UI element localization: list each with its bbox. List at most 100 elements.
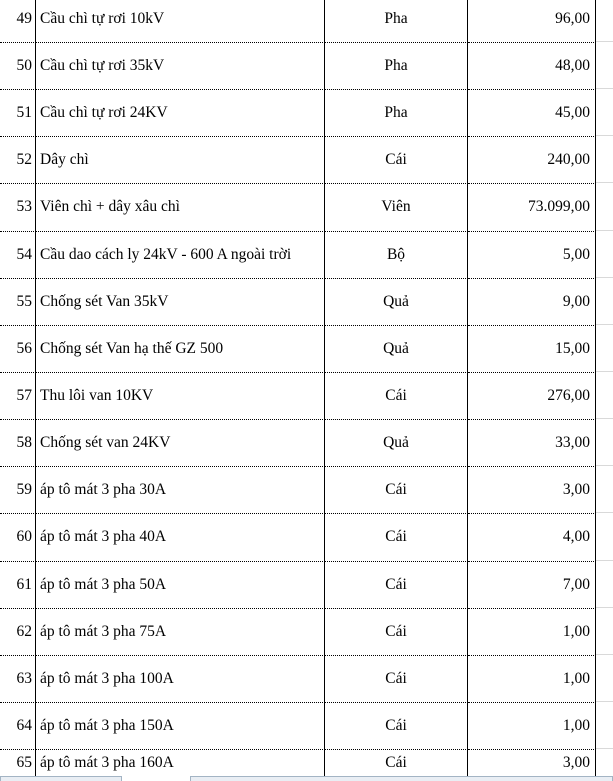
table-row: 55 Chống sét Van 35kV Quả 9,00 [0, 278, 613, 326]
cell-description[interactable]: Dây chì [36, 137, 325, 185]
cell-unit[interactable]: Quả [325, 325, 468, 373]
gridline-strip [596, 137, 613, 184]
cell-row-number[interactable]: 50 [0, 43, 36, 91]
cell-row-number[interactable]: 57 [0, 372, 36, 421]
gridline-strip [596, 750, 613, 776]
cell-row-number[interactable]: 51 [0, 90, 36, 138]
cell-quantity[interactable]: 7,00 [468, 561, 596, 609]
cell-row-number[interactable]: 53 [0, 184, 36, 232]
cell-row-number[interactable]: 65 [0, 750, 36, 777]
table-row: 53 Viên chì + dây xâu chì Viên 73.099,00 [0, 184, 613, 232]
gridline-strip [596, 184, 613, 231]
cell-description[interactable]: áp tô mát 3 pha 40A [36, 514, 325, 562]
cell-quantity[interactable]: 4,00 [468, 514, 596, 562]
cell-description[interactable]: áp tô mát 3 pha 100A [36, 655, 325, 703]
cell-description[interactable]: Cầu chì tự rơi 10kV [36, 0, 325, 43]
gridline-strip [596, 420, 613, 467]
gridline-strip [596, 467, 613, 514]
gridline-strip [596, 0, 613, 43]
next-row-cell-fragment-right [190, 776, 613, 781]
cell-quantity[interactable]: 48,00 [468, 43, 596, 91]
cell-row-number[interactable]: 59 [0, 467, 36, 515]
cell-unit[interactable]: Cái [325, 608, 468, 656]
gridline-strip [596, 279, 613, 326]
gridline-strip [596, 373, 613, 420]
table-row: 56 Chống sét Van hạ thế GZ 500 Quả 15,00 [0, 325, 613, 373]
cell-description[interactable]: Cầu chì tự rơi 24KV [36, 90, 325, 138]
cell-unit[interactable]: Cái [325, 655, 468, 703]
cell-row-number[interactable]: 54 [0, 231, 36, 279]
cell-row-number[interactable]: 61 [0, 561, 36, 609]
cell-description[interactable]: Cầu chì tự rơi 35kV [36, 43, 325, 91]
gridline-strip [596, 514, 613, 561]
cell-quantity[interactable]: 96,00 [468, 0, 596, 43]
gridline-strip [596, 90, 613, 137]
cell-unit[interactable]: Pha [325, 90, 468, 138]
cell-unit[interactable]: Pha [325, 43, 468, 91]
cell-unit[interactable]: Cái [325, 137, 468, 185]
cell-unit[interactable]: Cái [325, 702, 468, 751]
cell-quantity[interactable]: 3,00 [468, 467, 596, 515]
cell-description[interactable]: Chống sét van 24KV [36, 420, 325, 468]
cell-unit[interactable]: Cái [325, 514, 468, 562]
cell-description[interactable]: áp tô mát 3 pha 50A [36, 561, 325, 609]
gridline-strip [596, 609, 613, 656]
gridline-strip [596, 43, 613, 90]
cell-unit[interactable]: Quả [325, 278, 468, 326]
cell-description[interactable]: áp tô mát 3 pha 75A [36, 608, 325, 656]
gridline-strip [596, 656, 613, 703]
cell-row-number[interactable]: 63 [0, 655, 36, 703]
table-row: 63 áp tô mát 3 pha 100A Cái 1,00 [0, 655, 613, 703]
gridline-strip [596, 326, 613, 373]
cell-unit[interactable]: Cái [325, 561, 468, 609]
cell-row-number[interactable]: 56 [0, 325, 36, 373]
table-row: 57 Thu lôi van 10KV Cái 276,00 [0, 372, 613, 421]
cell-row-number[interactable]: 58 [0, 420, 36, 468]
table-row: 58 Chống sét van 24KV Quả 33,00 [0, 420, 613, 468]
cell-description[interactable]: Chống sét Van hạ thế GZ 500 [36, 325, 325, 373]
table-row: 65 áp tô mát 3 pha 160A Cái 3,00 [0, 750, 613, 777]
table-row: 62 áp tô mát 3 pha 75A Cái 1,00 [0, 608, 613, 656]
cell-quantity[interactable]: 33,00 [468, 420, 596, 468]
cell-unit[interactable]: Cái [325, 372, 468, 421]
cell-row-number[interactable]: 64 [0, 702, 36, 751]
cell-quantity[interactable]: 1,00 [468, 608, 596, 656]
table-row: 49 Cầu chì tự rơi 10kV Pha 96,00 [0, 0, 613, 43]
cell-quantity[interactable]: 1,00 [468, 702, 596, 751]
cell-unit[interactable]: Quả [325, 420, 468, 468]
table-row: 50 Cầu chì tự rơi 35kV Pha 48,00 [0, 43, 613, 91]
cell-quantity[interactable]: 276,00 [468, 372, 596, 421]
cell-unit[interactable]: Bộ [325, 231, 468, 279]
cell-description[interactable]: Thu lôi van 10KV [36, 372, 325, 421]
cell-quantity[interactable]: 5,00 [468, 231, 596, 279]
cell-unit[interactable]: Viên [325, 184, 468, 232]
cell-quantity[interactable]: 3,00 [468, 750, 596, 777]
cell-quantity[interactable]: 73.099,00 [468, 184, 596, 232]
cell-unit[interactable]: Cái [325, 467, 468, 515]
next-row-cell-fragment-left [0, 776, 122, 781]
cell-description[interactable]: Cầu dao cách ly 24kV - 600 A ngoài trời [36, 231, 325, 279]
cell-quantity[interactable]: 240,00 [468, 137, 596, 185]
cell-unit[interactable]: Cái [325, 750, 468, 777]
table-row: 54 Cầu dao cách ly 24kV - 600 A ngoài tr… [0, 231, 613, 279]
cell-row-number[interactable]: 52 [0, 137, 36, 185]
cell-row-number[interactable]: 60 [0, 514, 36, 562]
table-row: 64 áp tô mát 3 pha 150A Cái 1,00 [0, 702, 613, 751]
cell-quantity[interactable]: 9,00 [468, 278, 596, 326]
cell-quantity[interactable]: 1,00 [468, 655, 596, 703]
cell-description[interactable]: Chống sét Van 35kV [36, 278, 325, 326]
cell-row-number[interactable]: 55 [0, 278, 36, 326]
table-row: 61 áp tô mát 3 pha 50A Cái 7,00 [0, 561, 613, 609]
cell-row-number[interactable]: 49 [0, 0, 36, 43]
cell-quantity[interactable]: 15,00 [468, 325, 596, 373]
cell-unit[interactable]: Pha [325, 0, 468, 43]
gridline-strip [596, 562, 613, 609]
cell-description[interactable]: áp tô mát 3 pha 150A [36, 702, 325, 751]
cell-row-number[interactable]: 62 [0, 608, 36, 656]
cell-description[interactable]: Viên chì + dây xâu chì [36, 184, 325, 232]
cell-description[interactable]: áp tô mát 3 pha 30A [36, 467, 325, 515]
cell-description[interactable]: áp tô mát 3 pha 160A [36, 750, 325, 777]
table-row: 52 Dây chì Cái 240,00 [0, 137, 613, 185]
cell-quantity[interactable]: 45,00 [468, 90, 596, 138]
